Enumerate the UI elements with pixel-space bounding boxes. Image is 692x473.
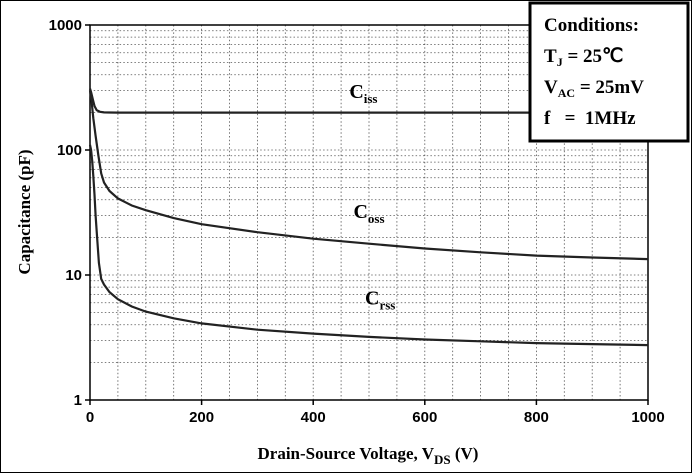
condition-vac: VAC = 25mV [544,77,644,100]
x-tick-label: 800 [524,409,549,426]
condition-tj: TJ = 25℃ [544,46,623,69]
series-crss-label: Crss [365,288,395,313]
x-tick-label: 400 [301,409,326,426]
series-coss-line [88,90,649,261]
series-layer [88,88,649,347]
grid [90,25,648,400]
conditions-title: Conditions: [544,15,639,36]
x-tick-label: 600 [412,409,437,426]
y-tick-label: 1 [74,392,82,409]
series-labels: Ciss Coss Crss [349,81,395,312]
condition-frequency: f = 1MHz [544,108,636,129]
y-axis-title: Capacitance (pF) [15,149,34,274]
x-tick-label: 200 [189,409,214,426]
series-crss-line [88,144,649,347]
axis-ticks: 0 200 400 600 800 1000 1 10 100 1000 [49,17,665,426]
y-tick-label: 10 [65,267,82,284]
series-coss-label: Coss [353,201,384,226]
x-axis-title: Drain-Source Voltage, VDS (V) [258,444,479,467]
x-tick-label: 1000 [631,409,664,426]
conditions-border [528,1,690,143]
y-tick-label: 100 [57,142,82,159]
x-tick-label: 0 [86,409,94,426]
series-ciss-label: Ciss [349,81,377,106]
series-ciss-line [88,88,648,114]
y-tick-label: 1000 [49,17,82,34]
plot-area [89,24,649,401]
conditions-box: Conditions: TJ = 25℃ VAC = 25mV f = 1MHz [528,1,690,143]
